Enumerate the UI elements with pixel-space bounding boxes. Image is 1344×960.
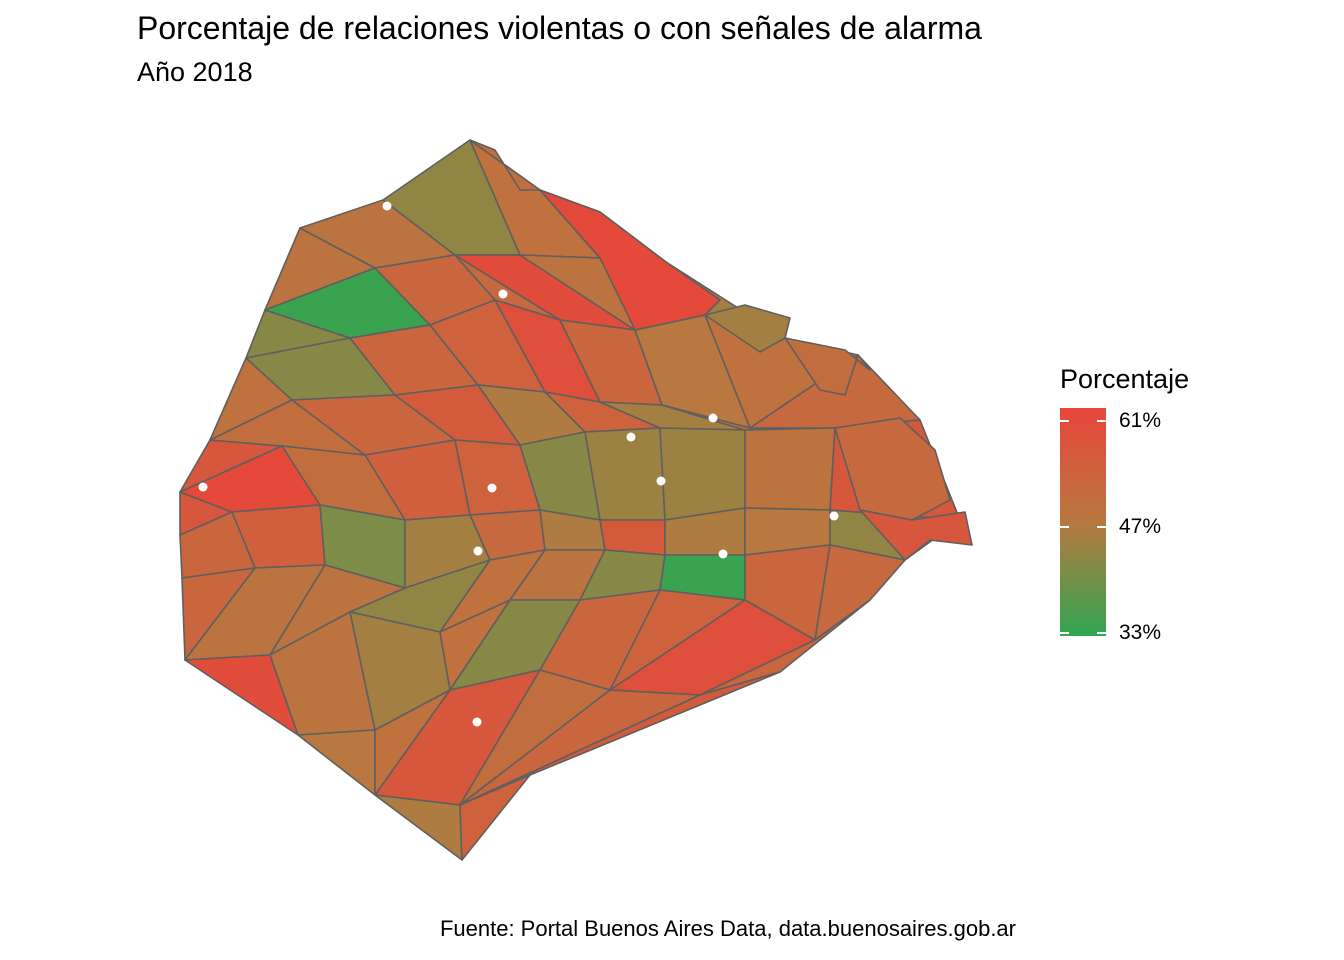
location-marker <box>198 482 208 492</box>
chart-subtitle: Año 2018 <box>137 57 253 87</box>
location-marker <box>656 476 666 486</box>
legend-tick-label-61: 61% <box>1119 409 1162 432</box>
barrio-region <box>297 729 376 796</box>
location-marker <box>626 432 636 442</box>
location-marker <box>498 289 508 299</box>
barrio-region <box>659 427 746 521</box>
barrio-region <box>859 509 973 561</box>
source-caption: Fuente: Portal Buenos Aires Data, data.b… <box>439 916 1016 941</box>
location-marker <box>472 717 482 727</box>
barrio-region <box>784 337 871 396</box>
barrio-region <box>374 794 463 861</box>
barrio-region <box>459 774 531 861</box>
barrio-region <box>539 189 721 331</box>
legend-color-bar <box>1060 408 1106 636</box>
legend-tick-label-33: 33% <box>1119 621 1162 644</box>
location-marker <box>473 546 483 556</box>
location-marker <box>718 549 728 559</box>
location-marker <box>487 483 497 493</box>
barrio-region <box>469 139 541 191</box>
barrio-region <box>584 427 666 521</box>
legend-title: Porcentaje <box>1060 364 1190 394</box>
color-legend: Porcentaje 61% 47% 33% <box>1058 364 1258 654</box>
location-marker <box>382 201 392 211</box>
location-marker <box>829 511 839 521</box>
legend-tick-label-47: 47% <box>1119 515 1162 538</box>
location-marker <box>708 413 718 423</box>
barrio-region <box>704 304 791 353</box>
barrio-region <box>744 427 836 511</box>
barrio-region <box>814 544 906 641</box>
chart-title: Porcentaje de relaciones violentas o con… <box>137 10 982 46</box>
